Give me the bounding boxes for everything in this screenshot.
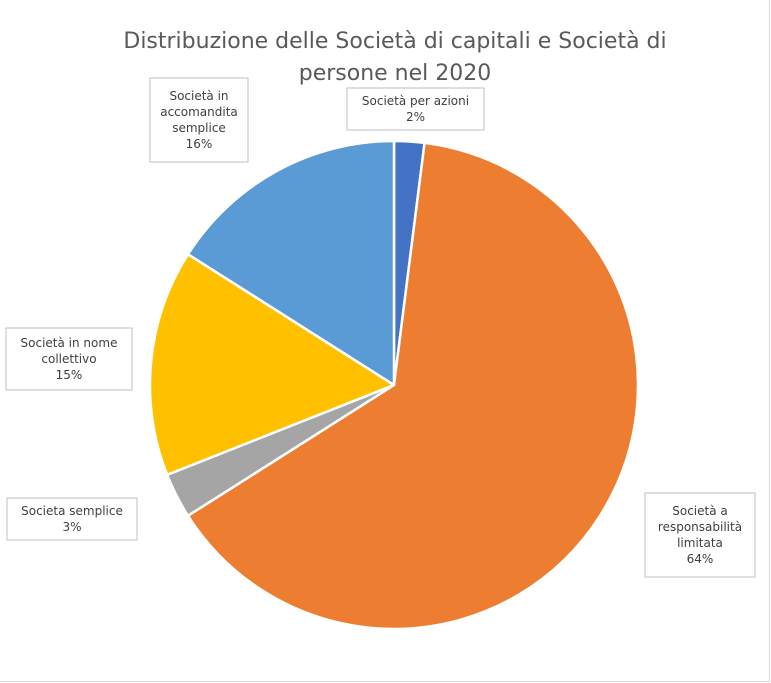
data-label: Societa semplice 3% — [6, 497, 138, 541]
chart-title-line-1: Distribuzione delle Società di capitali … — [123, 29, 667, 54]
data-label: Società a responsabilità limitata 64% — [644, 492, 756, 578]
data-label-value: 16% — [186, 137, 213, 151]
data-label-value: 3% — [62, 520, 81, 534]
data-label-category: Societa semplice — [21, 504, 123, 518]
data-label-box — [149, 77, 249, 163]
data-label-category: Società in — [169, 89, 228, 103]
data-label-box — [644, 492, 756, 578]
data-label-value: 64% — [687, 552, 714, 566]
data-label-category: Società per azioni — [362, 94, 469, 108]
chart-title: Distribuzione delle Società di capitali … — [60, 26, 730, 90]
data-label-box — [6, 497, 138, 541]
pie-slice — [148, 253, 396, 477]
data-label-category: Società a — [672, 504, 728, 518]
data-label-category: collettivo — [41, 352, 96, 366]
pie-slice — [186, 141, 640, 631]
data-label-category: Società in nome — [21, 336, 118, 350]
chart-title-line-2: persone nel 2020 — [298, 61, 492, 86]
data-label: Società in nome collettivo 15% — [5, 327, 133, 391]
data-label: Società per azioni 2% — [346, 87, 485, 131]
data-label-category: accomandita — [160, 105, 238, 119]
data-label-box — [346, 87, 485, 131]
data-label-box — [5, 327, 133, 391]
pie-slice — [186, 139, 396, 387]
data-label-category: semplice — [172, 121, 226, 135]
data-label-category: limitata — [677, 536, 723, 550]
data-label-value: 2% — [406, 110, 425, 124]
data-label-category: responsabilità — [658, 520, 742, 534]
data-label-value: 15% — [56, 368, 83, 382]
data-label: Società in accomandita semplice 16% — [149, 77, 249, 163]
